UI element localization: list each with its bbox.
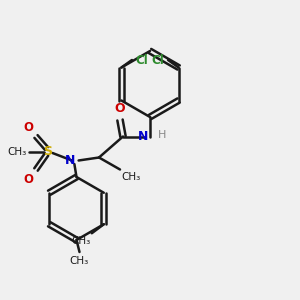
Text: S: S [44, 145, 52, 158]
Text: CH₃: CH₃ [71, 236, 90, 246]
Text: O: O [23, 121, 33, 134]
Text: N: N [64, 154, 75, 167]
Text: CH₃: CH₃ [8, 146, 27, 157]
Text: CH₃: CH₃ [70, 256, 89, 266]
Text: H: H [158, 130, 166, 140]
Text: N: N [138, 130, 148, 143]
Text: O: O [115, 102, 125, 115]
Text: CH₃: CH₃ [122, 172, 141, 182]
Text: O: O [23, 172, 33, 185]
Text: Cl: Cl [136, 53, 148, 67]
Text: Cl: Cl [152, 53, 164, 67]
